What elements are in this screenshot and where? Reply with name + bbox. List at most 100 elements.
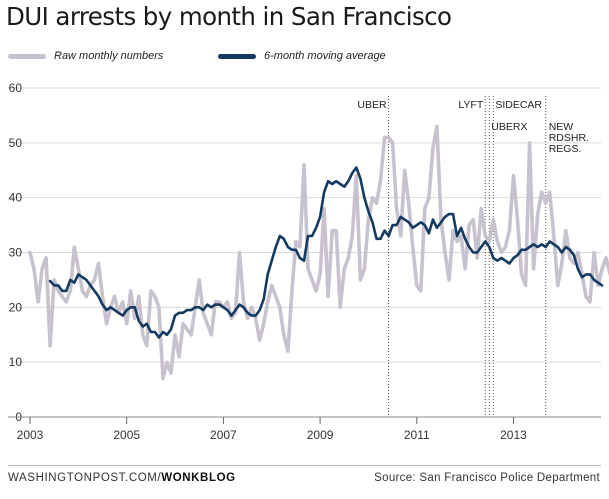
average-series-line-point [497, 260, 498, 261]
average-series-line-point [283, 238, 284, 239]
raw-series-line-point [449, 279, 450, 280]
average-series-line-point [469, 247, 470, 248]
average-series-line-point [138, 321, 139, 322]
raw-series-line-point [66, 301, 67, 302]
average-series-line-point [291, 249, 292, 250]
raw-series-line [28, 124, 609, 381]
legend-item-raw: Raw monthly numbers [8, 50, 163, 62]
average-series-line-point [130, 307, 131, 308]
average-series-line-point [247, 312, 248, 313]
raw-series-line-point [275, 296, 276, 297]
raw-series-line-point [255, 318, 256, 319]
average-series-line-point [586, 274, 587, 275]
average-series-line-point [392, 225, 393, 226]
raw-series-line-point [569, 258, 570, 259]
average-series-line-point [299, 258, 300, 259]
raw-series-line-point [102, 296, 103, 297]
footer-divider [8, 465, 601, 466]
raw-series-line-point [368, 219, 369, 220]
raw-series-line-point [590, 301, 591, 302]
raw-series-line-point [299, 247, 300, 248]
average-series-line-point [150, 332, 151, 333]
event-label: LYFT [458, 99, 483, 111]
event-label: SIDECAR [495, 99, 542, 111]
raw-series-line-point [445, 252, 446, 253]
raw-series-line-point [308, 268, 309, 269]
average-series-line-point [126, 310, 127, 311]
raw-series-line-point [207, 323, 208, 324]
raw-series-line-point [356, 175, 357, 176]
raw-series-line-point [154, 296, 155, 297]
average-series-line-point [243, 307, 244, 308]
average-series-line-point [203, 310, 204, 311]
raw-series-line-point [561, 263, 562, 264]
average-series-line-point [223, 307, 224, 308]
raw-series-line-point [82, 290, 83, 291]
average-series-line-point [78, 274, 79, 275]
raw-series-line-point [573, 263, 574, 264]
raw-series-line-point [219, 301, 220, 302]
raw-series-line-point [489, 241, 490, 242]
raw-series-line-point [388, 137, 389, 138]
raw-series-line-point [30, 252, 31, 253]
raw-series-line-point [606, 258, 607, 259]
average-series-line-point [521, 249, 522, 250]
raw-series-line-point [477, 258, 478, 259]
average-series-line-point [158, 337, 159, 338]
average-series-line-point [541, 244, 542, 245]
footer-source: Source: San Francisco Police Department [374, 472, 600, 484]
raw-series-line-point [279, 307, 280, 308]
raw-series-line-point [424, 208, 425, 209]
raw-series-layer [28, 124, 609, 381]
average-series-line-point [191, 310, 192, 311]
raw-series-line-point [392, 142, 393, 143]
average-series-line-point [86, 279, 87, 280]
average-series-line-point [477, 252, 478, 253]
raw-series-line-point [50, 345, 51, 346]
raw-series-line-point [384, 137, 385, 138]
average-series-line-point [344, 186, 345, 187]
raw-series-line-point [545, 203, 546, 204]
average-series-line-point [569, 249, 570, 250]
average-series-line-point [533, 244, 534, 245]
average-series-line-point [154, 332, 155, 333]
raw-series-line-point [324, 208, 325, 209]
average-series-line-point [175, 315, 176, 316]
raw-series-line-point [404, 170, 405, 171]
average-series-line-point [529, 247, 530, 248]
average-series-line-point [324, 192, 325, 193]
y-tick-label: 10 [9, 355, 23, 369]
average-series-line-point [227, 310, 228, 311]
raw-series-line-point [332, 230, 333, 231]
raw-series-line-point [62, 296, 63, 297]
average-series-line-point [142, 326, 143, 327]
event-label: NEW RDSHR. REGS. [549, 121, 589, 155]
raw-series-line-point [541, 192, 542, 193]
average-series-line-point [372, 222, 373, 223]
average-series-line-point [171, 329, 172, 330]
average-series-line-point [380, 238, 381, 239]
average-series-line-point [364, 197, 365, 198]
raw-series-line-point [517, 219, 518, 220]
average-series-line-point [74, 282, 75, 283]
raw-series-line-point [529, 142, 530, 143]
average-series-line-point [279, 236, 280, 237]
raw-series-line-point [158, 307, 159, 308]
average-series-line-point [481, 247, 482, 248]
raw-series-line-point [142, 334, 143, 335]
raw-series-line-point [271, 285, 272, 286]
average-series-line-point [489, 247, 490, 248]
raw-series-line-point [598, 285, 599, 286]
raw-series-line-point [420, 290, 421, 291]
raw-series-line-point [146, 345, 147, 346]
average-series-line-point [336, 181, 337, 182]
average-series-line-point [316, 227, 317, 228]
average-series-line-point [207, 304, 208, 305]
average-series-line-point [577, 268, 578, 269]
average-series-line-point [517, 255, 518, 256]
x-tick-label: 2013 [500, 428, 527, 442]
average-series-line-point [179, 312, 180, 313]
average-series-line-point [457, 236, 458, 237]
raw-series-line-point [501, 252, 502, 253]
